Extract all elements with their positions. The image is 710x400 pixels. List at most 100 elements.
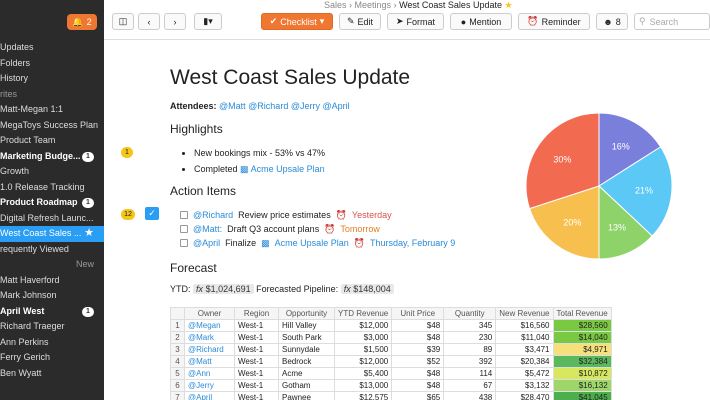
table-cell[interactable]: West-1: [234, 319, 279, 332]
checklist-button[interactable]: ✔ Checklist ▾: [261, 13, 333, 30]
table-cell[interactable]: $28,470: [495, 391, 554, 400]
table-row[interactable]: 5 @Ann West-1 Acme $5,400 $48 114 $5,472 $10,872: [170, 367, 612, 380]
table-cell[interactable]: $12,575: [333, 391, 393, 400]
column-header[interactable]: [170, 307, 185, 320]
table-cell[interactable]: $3,000: [333, 331, 393, 344]
sidebar-item[interactable]: Folders: [0, 56, 104, 72]
table-cell[interactable]: $16,132: [552, 379, 612, 392]
task-mention[interactable]: @April: [193, 238, 221, 248]
mention-button[interactable]: ● Mention: [450, 13, 512, 30]
sidebar-item[interactable]: History: [0, 71, 104, 87]
table-cell[interactable]: Pawnee: [278, 391, 335, 400]
table-cell[interactable]: Sunnydale: [278, 343, 335, 356]
members-button[interactable]: ☻ 8: [596, 13, 628, 30]
sidebar-item[interactable]: New: [0, 257, 104, 273]
back-button[interactable]: ‹: [138, 13, 160, 30]
table-cell[interactable]: $13,000: [333, 379, 393, 392]
table-cell[interactable]: West-1: [234, 343, 279, 356]
sidebar-item[interactable]: Matt Haverford: [0, 273, 104, 289]
table-cell[interactable]: $28,560: [552, 319, 612, 332]
table-cell[interactable]: South Park: [278, 331, 335, 344]
table-cell[interactable]: @Ann: [184, 367, 235, 380]
pipeline-formula[interactable]: fx $148,004: [340, 284, 394, 294]
table-cell[interactable]: @Richard: [184, 343, 235, 356]
task-due[interactable]: Tomorrow: [340, 224, 380, 234]
table-row[interactable]: 2 @Mark West-1 South Park $3,000 $48 230 $11,04…: [170, 331, 612, 344]
table-row[interactable]: 1 @Megan West-1 Hill Valley $12,000 $48 345 $16…: [170, 319, 612, 332]
table-row[interactable]: 3 @Richard West-1 Sunnydale $1,500 $39 89 $3,47…: [170, 343, 612, 356]
table-cell[interactable]: $65: [391, 391, 445, 400]
sidebar-item[interactable]: Ben Wyatt: [0, 366, 104, 382]
table-cell[interactable]: 392: [443, 355, 497, 368]
table-cell[interactable]: $3,132: [495, 379, 554, 392]
search-input[interactable]: ⚲ Search: [634, 13, 710, 30]
sidebar-item[interactable]: Ann Perkins: [0, 335, 104, 351]
column-header[interactable]: Unit Price: [391, 307, 445, 320]
table-cell[interactable]: $16,560: [495, 319, 554, 332]
sidebar-item[interactable]: West Coast Sales ... ★: [0, 226, 104, 242]
table-cell[interactable]: Hill Valley: [278, 319, 335, 332]
table-cell[interactable]: $48: [391, 367, 445, 380]
table-row[interactable]: 6 @Jerry West-1 Gotham $13,000 $48 67 $3,132 $16…: [170, 379, 612, 392]
table-cell[interactable]: $20,384: [495, 355, 554, 368]
forward-button[interactable]: ›: [164, 13, 186, 30]
table-cell[interactable]: West-1: [234, 367, 279, 380]
table-cell[interactable]: $41,045: [552, 391, 612, 400]
table-cell[interactable]: @Mark: [184, 331, 235, 344]
sidebar-item[interactable]: 1.0 Release Tracking: [0, 180, 104, 196]
table-cell[interactable]: Acme: [278, 367, 335, 380]
task-mention[interactable]: @Matt:: [193, 224, 223, 234]
sidebar-item[interactable]: Product Roadmap 1: [0, 195, 104, 211]
table-row[interactable]: 7 @April West-1 Pawnee $12,575 $65 438 $28,470 $…: [170, 391, 612, 400]
checkbox-toggle-icon[interactable]: ✓: [145, 207, 159, 220]
table-cell[interactable]: Gotham: [278, 379, 335, 392]
table-cell[interactable]: 230: [443, 331, 497, 344]
table-cell[interactable]: 67: [443, 379, 497, 392]
star-icon[interactable]: ★: [84, 227, 94, 239]
table-cell[interactable]: $39: [391, 343, 445, 356]
column-header[interactable]: New Revenue: [495, 307, 554, 320]
sidebar-item[interactable]: Product Team: [0, 133, 104, 149]
table-cell[interactable]: @April: [184, 391, 235, 400]
task-link[interactable]: Acme Upsale Plan: [274, 238, 349, 248]
sidebar-item[interactable]: April West 1: [0, 304, 104, 320]
acme-upsale-link[interactable]: Acme Upsale Plan: [250, 164, 325, 174]
column-header[interactable]: Owner: [184, 307, 235, 320]
table-cell[interactable]: $10,872: [552, 367, 612, 380]
task-mention[interactable]: @Richard: [193, 210, 234, 220]
table-cell[interactable]: @Jerry: [184, 379, 235, 392]
table-cell[interactable]: @Megan: [184, 319, 235, 332]
table-cell[interactable]: @Matt: [184, 355, 235, 368]
breadcrumb-meetings[interactable]: Meetings: [354, 0, 392, 10]
breadcrumb-sales[interactable]: Sales: [324, 0, 347, 10]
table-cell[interactable]: $48: [391, 379, 445, 392]
column-header[interactable]: YTD Revenue: [333, 307, 393, 320]
column-header[interactable]: Region: [234, 307, 279, 320]
table-cell[interactable]: $14,040: [552, 331, 612, 344]
table-cell[interactable]: 89: [443, 343, 497, 356]
task-due[interactable]: Thursday, February 9: [369, 238, 456, 248]
comment-badge[interactable]: 1: [121, 147, 133, 158]
table-cell[interactable]: $52: [391, 355, 445, 368]
sidebar-item[interactable]: MegaToys Success Plan: [0, 118, 104, 134]
format-button[interactable]: ➤ Format: [387, 13, 444, 30]
column-header[interactable]: Opportunity: [278, 307, 335, 320]
table-cell[interactable]: $4,971: [552, 343, 612, 356]
table-cell[interactable]: $5,400: [333, 367, 393, 380]
table-cell[interactable]: $32,384: [552, 355, 612, 368]
sidebar-item[interactable]: Matt-Megan 1:1: [0, 102, 104, 118]
sidebar-item[interactable]: rites: [0, 87, 104, 103]
new-button[interactable]: New: [75, 259, 94, 269]
table-cell[interactable]: $11,040: [495, 331, 554, 344]
table-cell[interactable]: $12,000: [333, 355, 393, 368]
table-cell[interactable]: $3,471: [495, 343, 554, 356]
ytd-formula[interactable]: fx $1,024,691: [193, 284, 254, 294]
sidebar-item[interactable]: Updates: [0, 40, 104, 56]
table-cell[interactable]: $5,472: [495, 367, 554, 380]
notifications-button[interactable]: 🔔 2: [67, 14, 97, 30]
table-cell[interactable]: West-1: [234, 355, 279, 368]
column-header[interactable]: Total Revenue: [552, 307, 612, 320]
table-cell[interactable]: West-1: [234, 391, 279, 400]
table-cell[interactable]: Bedrock: [278, 355, 335, 368]
document-menu-button[interactable]: ▮▾: [194, 13, 222, 30]
